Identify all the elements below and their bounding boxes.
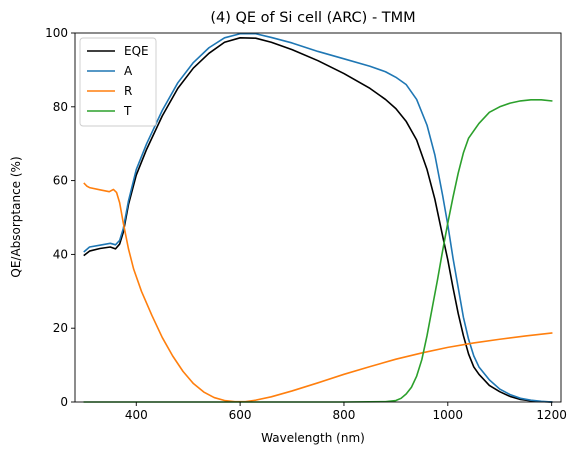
chart-title: (4) QE of Si cell (ARC) - TMM (210, 10, 415, 26)
x-tick-label-1200: 1200 (536, 408, 567, 422)
plot-area: 400 600 800 1000 1200 0 20 40 60 80 100 EQE ART (45, 26, 567, 422)
y-tick-label-0: 0 (60, 395, 68, 409)
legend-label-eqe: EQE (124, 44, 149, 58)
x-tick-label-400: 400 (125, 408, 148, 422)
series-line-r (83, 182, 553, 403)
y-tick-label-40: 40 (53, 247, 68, 261)
legend-label-r: R (124, 84, 132, 98)
x-tick-label-1000: 1000 (433, 408, 464, 422)
y-axis-label: QE/Absorptance (%) (9, 156, 23, 277)
legend-label-a: A (124, 64, 133, 78)
y-tick-label-80: 80 (53, 100, 68, 114)
series-line-t (83, 98, 553, 403)
x-tick-label-600: 600 (229, 408, 252, 422)
legend-label-t: T (123, 104, 132, 118)
plot-frame (74, 32, 562, 403)
legend: EQE ART (79, 37, 157, 127)
x-axis-label: Wavelength (nm) (261, 431, 365, 445)
legend-box (79, 37, 157, 127)
x-tick-label-800: 800 (333, 408, 356, 422)
y-tick-label-60: 60 (53, 174, 68, 188)
series-line-a (83, 32, 553, 403)
y-tick-label-20: 20 (53, 321, 68, 335)
y-tick-label-100: 100 (45, 26, 68, 40)
